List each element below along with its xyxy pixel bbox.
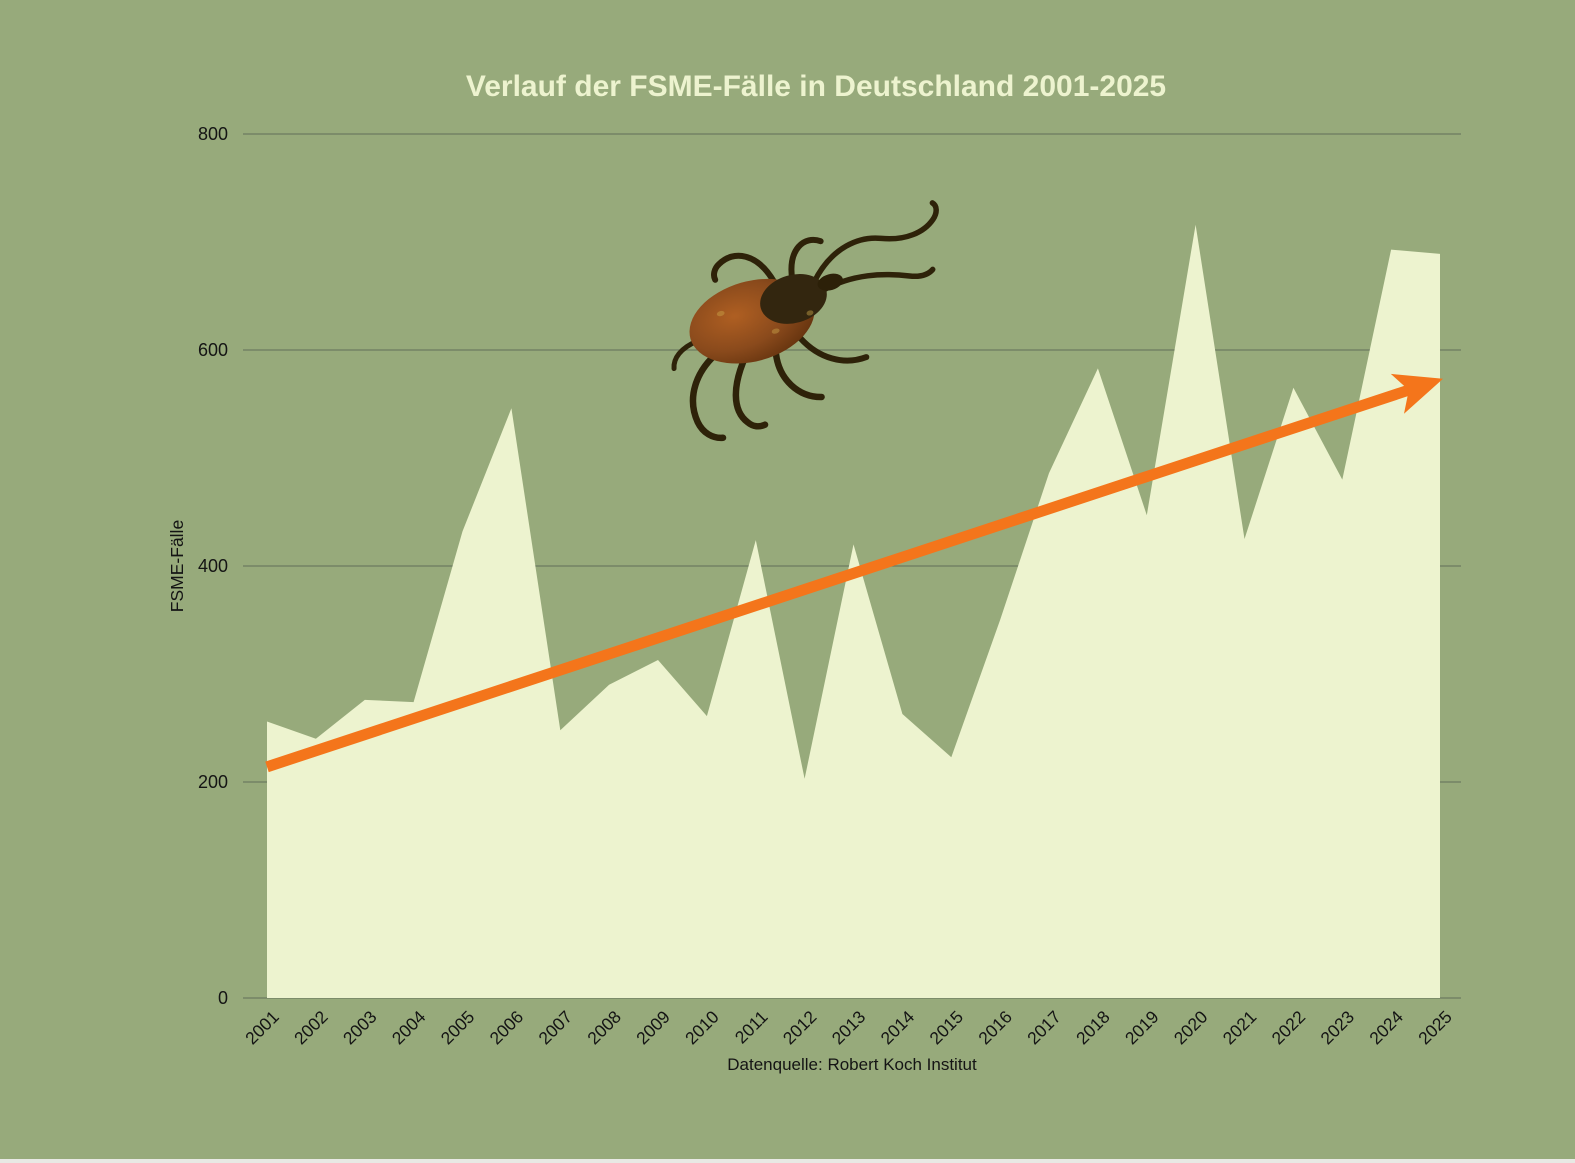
source-caption: Datenquelle: Robert Koch Institut bbox=[727, 1055, 977, 1074]
x-tick-label-2002: 2002 bbox=[290, 1007, 332, 1049]
x-tick-label-2015: 2015 bbox=[925, 1007, 967, 1049]
tick-leg bbox=[819, 266, 936, 294]
x-tick-label-2020: 2020 bbox=[1170, 1007, 1212, 1049]
x-tick-label-2019: 2019 bbox=[1121, 1007, 1163, 1049]
x-tick-label-2022: 2022 bbox=[1268, 1007, 1310, 1049]
tick-speckle bbox=[771, 328, 780, 334]
x-tick-label-2007: 2007 bbox=[534, 1007, 576, 1049]
y-tick-label-400: 400 bbox=[198, 556, 228, 576]
tick-scutum bbox=[760, 274, 827, 324]
trend-arrow bbox=[265, 373, 1443, 773]
x-tick-label-2004: 2004 bbox=[388, 1007, 430, 1049]
x-tick-label-2006: 2006 bbox=[486, 1007, 528, 1049]
tick-leg bbox=[797, 335, 870, 364]
x-tick-label-2021: 2021 bbox=[1219, 1007, 1261, 1049]
x-tick-label-2001: 2001 bbox=[241, 1007, 283, 1049]
x-tick-label-2018: 2018 bbox=[1072, 1007, 1114, 1049]
tick-speckle bbox=[716, 310, 725, 317]
x-tick-label-2024: 2024 bbox=[1365, 1007, 1407, 1049]
chart-title: Verlauf der FSME-Fälle in Deutschland 20… bbox=[465, 70, 1167, 103]
trend-arrow-shaft bbox=[265, 384, 1413, 773]
y-axis-title: FSME-Fälle bbox=[167, 520, 187, 612]
tick-leg bbox=[689, 348, 727, 442]
tick-insect-photo bbox=[671, 200, 939, 442]
y-tick-label-800: 800 bbox=[198, 124, 228, 144]
x-tick-label-2014: 2014 bbox=[877, 1007, 919, 1049]
y-tick-label-0: 0 bbox=[218, 988, 228, 1008]
y-tick-label-200: 200 bbox=[198, 772, 228, 792]
y-tick-label-600: 600 bbox=[198, 340, 228, 360]
tick-leg bbox=[732, 353, 769, 430]
x-tick-label-2011: 2011 bbox=[731, 1007, 772, 1048]
x-tick-label-2023: 2023 bbox=[1316, 1007, 1358, 1049]
tick-leg bbox=[811, 200, 939, 286]
x-tick-label-2005: 2005 bbox=[437, 1007, 479, 1049]
tick-leg bbox=[788, 237, 824, 284]
window-bottom-edge bbox=[0, 1159, 1575, 1163]
x-tick-label-2012: 2012 bbox=[779, 1007, 821, 1049]
tick-leg bbox=[772, 350, 825, 401]
tick-leg bbox=[711, 252, 777, 285]
x-tick-label-2008: 2008 bbox=[583, 1007, 625, 1049]
trend-arrow-head bbox=[1390, 373, 1443, 414]
tick-speckle bbox=[806, 310, 814, 316]
x-tick-label-2017: 2017 bbox=[1023, 1007, 1065, 1049]
x-tick-label-2016: 2016 bbox=[974, 1007, 1016, 1049]
x-tick-label-2010: 2010 bbox=[681, 1007, 723, 1049]
tick-head bbox=[817, 273, 843, 291]
x-tick-label-2003: 2003 bbox=[339, 1007, 381, 1049]
x-tick-label-2025: 2025 bbox=[1414, 1007, 1456, 1049]
area-series bbox=[267, 224, 1440, 998]
fsme-area bbox=[267, 224, 1440, 998]
x-tick-label-2009: 2009 bbox=[632, 1007, 674, 1049]
x-tick-label-2013: 2013 bbox=[828, 1007, 870, 1049]
